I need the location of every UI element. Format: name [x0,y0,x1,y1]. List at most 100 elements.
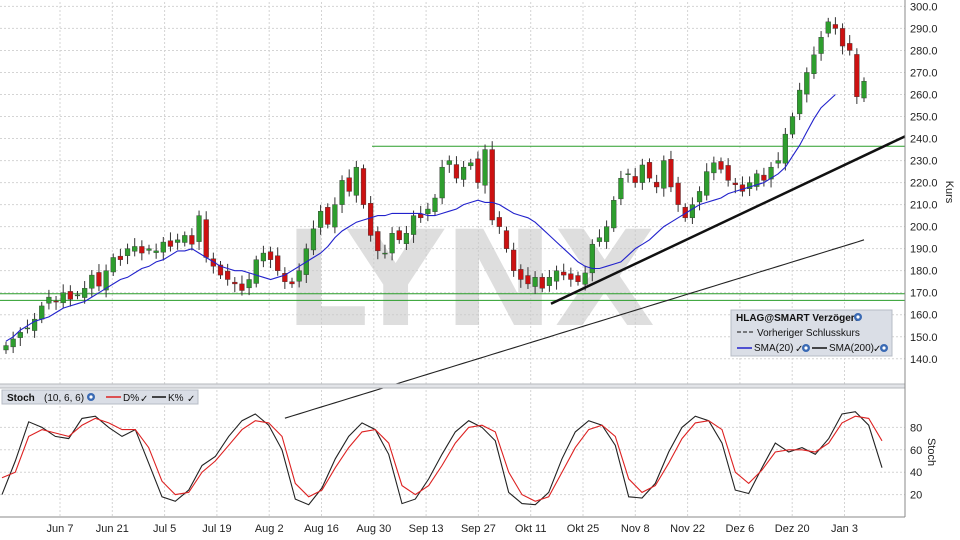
candle [761,174,767,181]
candle [296,270,302,282]
candle [368,203,374,236]
candle [182,235,188,243]
candle [74,294,81,297]
candle [539,277,545,289]
globe-icon[interactable] [854,313,862,321]
candle [446,160,452,165]
candle [139,246,145,254]
candle [153,250,159,253]
candle [410,215,417,235]
candle [239,283,245,291]
candle [432,197,438,212]
candle [275,255,281,271]
candle [225,270,231,280]
candle [811,54,817,74]
x-tick-label: Dez 20 [775,523,810,535]
candle [453,164,460,179]
x-tick-label: Jan 3 [831,523,858,535]
candle [60,292,66,304]
candle [117,255,124,260]
candle [596,237,603,242]
candle [360,168,367,205]
candle [389,233,395,254]
candle [246,279,252,289]
legend-item-sma200: SMA(200) [829,343,874,354]
check-icon[interactable]: ✓ [795,344,803,355]
y-axis-labels: 140.0 150.0 160.0 170.0 180.0 190.0 200.0 210.0… [910,1,938,365]
globe-icon[interactable] [880,344,888,352]
candle [854,54,860,97]
candle [625,173,631,175]
y-tick-label: 180.0 [910,266,938,278]
candle [403,233,410,245]
y-tick-label: 190.0 [910,244,938,256]
globe-icon[interactable] [87,393,95,401]
candle [46,296,52,304]
candle [582,272,588,285]
candle [32,318,38,331]
x-tick-label: Jun 7 [47,523,74,535]
candle [232,281,238,285]
candle [525,275,531,285]
sma20-line [5,94,836,342]
candle [632,176,638,183]
stoch-title: Stoch [7,393,35,404]
stoch-tick-label: 60 [910,445,922,457]
y-tick-label: 140.0 [910,354,938,366]
candle [732,182,738,185]
check-icon[interactable]: ✓ [187,394,195,405]
y-axis-title: Kurs [943,181,955,204]
candle [568,273,574,280]
x-axis-labels: Jun 7 Jun 21 Jul 5 Jul 19 Aug 2 Aug 16 Aug 30 S… [47,523,858,535]
x-tick-label: Nov 22 [670,523,705,535]
y-tick-label: 150.0 [910,332,938,344]
candle [353,166,359,196]
candle [96,272,102,287]
x-tick-label: Okt 11 [515,523,547,535]
candle [339,180,345,205]
candle [146,248,152,251]
stoch-d-line [1,415,883,502]
candle [425,208,431,215]
candle [332,204,338,228]
candle [668,159,674,188]
stoch-grid [0,426,905,496]
x-tick-label: Jul 5 [153,523,176,535]
candle [754,173,760,187]
stoch-legend: Stoch (10, 6, 6) D% ✓ K% ✓ [1,389,199,405]
candle [10,338,16,348]
candle [561,271,567,276]
stoch-y-labels: 20 40 60 80 [910,422,922,501]
check-icon[interactable]: ✓ [873,344,881,355]
y-tick-label: 240.0 [910,134,938,146]
stoch-tick-label: 40 [910,467,922,479]
candle [797,89,803,115]
candle [439,166,445,199]
globe-icon[interactable] [802,344,810,352]
candle [82,288,88,298]
x-tick-label: Aug 2 [255,523,284,535]
candle [196,215,202,242]
candle [189,235,195,245]
stoch-lines [1,411,883,506]
y-tick-label: 280.0 [910,45,938,57]
candle [532,277,538,287]
candles [3,17,867,354]
candle [310,228,317,251]
candle [289,281,295,285]
candle [210,258,216,267]
y-tick-label: 250.0 [910,112,938,124]
candle [468,162,474,167]
candle [17,332,23,338]
candle [696,191,703,203]
candle [747,182,753,189]
check-icon[interactable]: ✓ [140,394,148,405]
candle [253,259,259,284]
candle [611,200,617,229]
candle [689,204,696,219]
candle [396,230,402,241]
candle [646,162,653,179]
candle [89,274,95,289]
stoch-legend-k: K% [168,393,184,404]
y-tick-label: 220.0 [910,178,938,190]
